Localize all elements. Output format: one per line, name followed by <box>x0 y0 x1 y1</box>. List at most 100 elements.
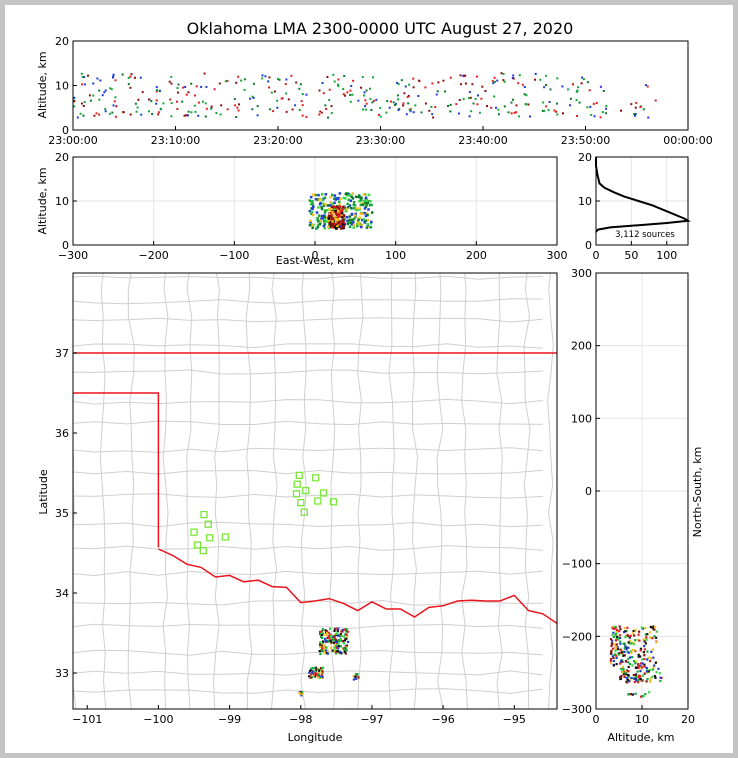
source-point <box>619 627 622 631</box>
source-point <box>256 105 259 108</box>
source-point <box>320 673 323 676</box>
source-point <box>361 212 364 216</box>
source-point <box>326 652 330 655</box>
source-point <box>639 655 642 658</box>
source-point <box>365 102 368 105</box>
source-point <box>220 104 223 107</box>
source-point <box>462 98 465 101</box>
source-point <box>469 96 472 99</box>
source-point <box>610 658 613 661</box>
source-point <box>649 625 652 628</box>
source-point <box>322 224 326 228</box>
altitude-tick-label: 10 <box>635 713 649 726</box>
plan-view-ylabel: Latitude <box>37 469 50 515</box>
source-point <box>390 100 392 103</box>
source-point <box>331 217 334 220</box>
longitude-tick-label: −97 <box>360 713 383 726</box>
source-point <box>333 80 336 83</box>
source-point <box>437 81 440 84</box>
border-line <box>73 392 160 548</box>
source-point <box>345 648 348 652</box>
source-point <box>340 225 343 228</box>
time-tick-label: 23:30:00 <box>356 134 405 147</box>
source-point <box>397 98 399 101</box>
source-point <box>331 220 334 223</box>
source-point <box>318 89 321 92</box>
source-point <box>323 637 327 640</box>
source-point <box>312 670 315 673</box>
source-point <box>321 192 324 196</box>
source-point <box>351 192 354 195</box>
source-point <box>136 106 139 109</box>
source-point <box>343 75 346 77</box>
source-point <box>104 110 107 113</box>
source-point <box>626 650 629 654</box>
source-point <box>344 209 347 213</box>
county-line <box>357 273 364 709</box>
source-point <box>655 641 658 644</box>
source-point <box>332 210 336 213</box>
source-point <box>614 647 617 650</box>
source-point <box>366 223 369 226</box>
source-point <box>177 83 180 86</box>
source-point <box>89 99 92 102</box>
source-point <box>471 83 474 86</box>
source-point <box>648 668 651 672</box>
county-line <box>271 273 278 709</box>
source-point <box>619 677 623 680</box>
source-point <box>590 113 593 116</box>
altitude-tick-label: 20 <box>55 35 69 48</box>
source-point <box>634 673 637 676</box>
source-point <box>323 650 327 653</box>
source-point <box>655 636 658 639</box>
source-point <box>556 113 559 116</box>
source-point <box>317 193 320 197</box>
altitude-eastwest-ticks: −300 −200 −100 0 100 200 300 0 10 20 <box>55 151 568 262</box>
source-point <box>243 78 246 81</box>
source-point <box>121 73 124 76</box>
source-point <box>323 196 327 199</box>
source-point <box>264 75 267 78</box>
source-point <box>409 110 412 113</box>
source-point <box>98 98 101 101</box>
source-point <box>334 627 338 630</box>
source-point <box>299 83 302 86</box>
source-point <box>541 109 544 112</box>
source-point <box>623 670 626 673</box>
source-point <box>73 96 76 99</box>
source-point <box>599 116 602 119</box>
source-point <box>545 74 548 77</box>
source-point <box>321 642 325 645</box>
altitude-tick-label: 0 <box>585 239 592 252</box>
source-point <box>333 208 336 212</box>
source-point <box>616 645 619 649</box>
source-point <box>314 670 317 673</box>
source-point <box>562 112 564 115</box>
northsouth-altitude-ylabel: North-South, km <box>691 447 704 538</box>
source-point <box>321 199 324 202</box>
source-point <box>484 90 487 93</box>
source-point <box>543 109 546 112</box>
source-point <box>364 219 367 223</box>
source-point <box>183 114 186 117</box>
source-point <box>358 216 361 220</box>
lma-station-marker <box>206 534 214 542</box>
source-point <box>301 93 304 95</box>
source-point <box>556 77 559 80</box>
source-point <box>447 105 449 107</box>
source-point <box>349 89 352 92</box>
source-point <box>524 103 527 106</box>
source-point <box>417 95 420 97</box>
source-point <box>613 627 616 630</box>
source-point <box>627 646 630 649</box>
source-point <box>311 207 314 210</box>
source-point <box>356 221 359 224</box>
county-line <box>73 688 543 694</box>
longitude-tick-label: −99 <box>218 713 241 726</box>
source-point <box>620 659 623 662</box>
source-point <box>643 640 646 643</box>
source-point <box>362 202 365 205</box>
source-point <box>316 218 319 222</box>
source-point <box>630 651 633 654</box>
source-point <box>276 77 279 80</box>
